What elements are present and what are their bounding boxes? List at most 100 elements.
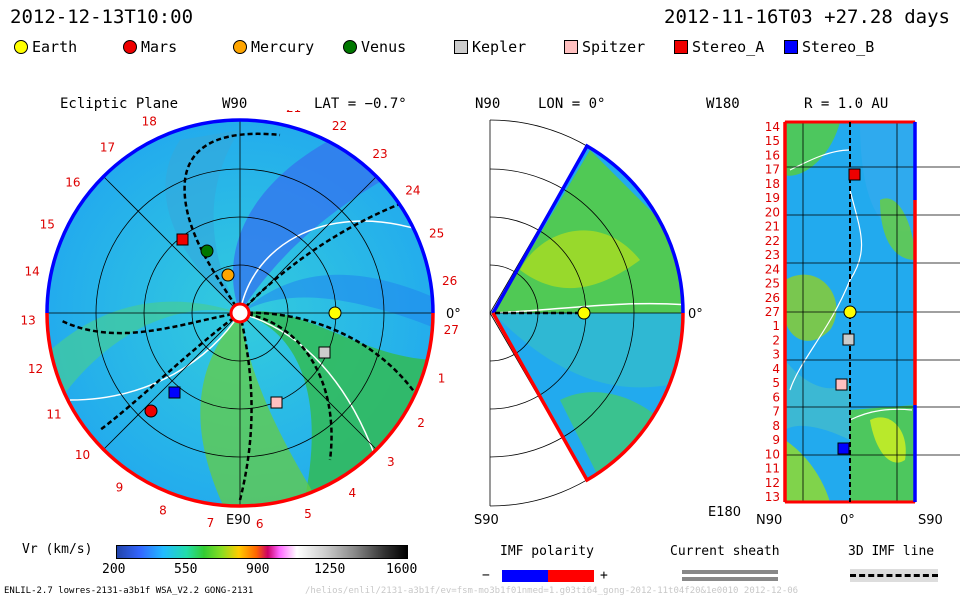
map-bottom-label: E180 <box>708 505 741 520</box>
map-y-label: 24 <box>765 262 780 276</box>
imf-line-title: 3D IMF line <box>848 544 935 559</box>
meridional-top-label: N90 <box>475 96 501 112</box>
map-x-label-n90: N90 <box>756 513 782 528</box>
map-y-label: 7 <box>772 405 780 419</box>
colorbar-tick-550: 550 <box>174 562 198 577</box>
kepler-marker <box>318 346 331 359</box>
map-y-label: 3 <box>772 348 780 362</box>
right-timestamp: 2012-11-16T03 +27.28 days <box>664 6 950 28</box>
meridional-bottom-label: S90 <box>474 513 499 528</box>
kepler-marker-icon <box>454 40 468 54</box>
carrington-tick: 1 <box>438 372 446 386</box>
map-y-label: 9 <box>772 433 780 447</box>
carrington-tick: 16 <box>65 176 80 190</box>
stereo-b-marker <box>168 386 181 399</box>
map-spitzer-marker <box>835 378 848 391</box>
mars-marker <box>144 404 158 418</box>
carrington-tick: 15 <box>40 218 55 232</box>
carrington-tick: 25 <box>429 227 444 241</box>
current-sheath-line-bottom <box>682 577 778 581</box>
map-y-label: 4 <box>772 362 780 376</box>
carrington-tick: 10 <box>75 448 90 462</box>
legend-stereo-a: Stereo_A <box>674 38 764 56</box>
colorbar-tick-900: 900 <box>246 562 270 577</box>
carrington-tick: 2 <box>417 416 425 430</box>
map-y-label: 18 <box>765 177 780 191</box>
imf-polarity-plus: + <box>600 568 608 583</box>
carrington-tick: 23 <box>372 147 387 161</box>
legend-mars: Mars <box>123 38 177 56</box>
ecliptic-carrington-ticks: 1920212223242526271234567891011121314151… <box>20 110 458 530</box>
map-y-label: 20 <box>765 205 780 219</box>
colorbar-tick-1250: 1250 <box>314 562 346 577</box>
map-top-label: W180 <box>706 96 740 112</box>
map-r-label: R = 1.0 AU <box>804 96 889 112</box>
colorbar-tick-1600: 1600 <box>386 562 418 577</box>
map-y-label: 22 <box>765 234 780 248</box>
meridional-earth-marker <box>577 306 591 320</box>
legend-earth: Earth <box>14 38 77 56</box>
mars-marker-icon <box>123 40 137 54</box>
imf-polarity-title: IMF polarity <box>500 544 594 559</box>
lat-lon-map-plot: 1415161718192021222324252627123456789101… <box>708 120 960 528</box>
colorbar-tick-200: 200 <box>102 562 126 577</box>
ecliptic-plane-plot: 1920212223242526271234567891011121314151… <box>20 110 460 530</box>
legend-stereo-b: Stereo_B <box>784 38 874 56</box>
carrington-tick: 22 <box>332 119 347 133</box>
stereo-a-marker <box>176 233 189 246</box>
ecliptic-rim-negative <box>45 118 435 314</box>
map-y-label: 5 <box>772 376 780 390</box>
carrington-tick: 3 <box>387 455 395 469</box>
map-y-label: 10 <box>765 447 780 461</box>
ecliptic-top-label: W90 <box>222 96 248 112</box>
map-y-label: 13 <box>765 490 780 504</box>
map-y-label: 14 <box>765 120 780 134</box>
map-y-label: 26 <box>765 291 780 305</box>
carrington-tick: 21 <box>286 110 301 115</box>
carrington-tick: 12 <box>28 362 43 376</box>
carrington-tick: 8 <box>159 504 167 518</box>
meridional-lon-label: LON = 0° <box>538 96 606 112</box>
map-y-labels: 1415161718192021222324252627123456789101… <box>765 120 780 504</box>
carrington-tick: 26 <box>442 274 457 288</box>
current-sheath-title: Current sheath <box>670 544 780 559</box>
left-timestamp: 2012-12-13T10:00 <box>10 6 194 28</box>
map-y-label: 25 <box>765 277 780 291</box>
map-y-label: 27 <box>765 305 780 319</box>
legend-venus: Venus <box>343 38 406 56</box>
map-y-label: 19 <box>765 191 780 205</box>
map-y-label: 8 <box>772 419 780 433</box>
map-stereo-a-marker <box>848 168 861 181</box>
footer-left: ENLIL-2.7 lowres-2131-a3b1f WSA_V2.2 GON… <box>4 586 254 596</box>
map-y-label: 17 <box>765 163 780 177</box>
carrington-tick: 5 <box>304 507 312 521</box>
map-kepler-marker <box>842 333 855 346</box>
earth-marker-icon <box>14 40 28 54</box>
carrington-tick: 4 <box>348 486 356 500</box>
map-stereo-b-marker <box>837 442 850 455</box>
imf-polarity-positive-swatch <box>548 570 594 582</box>
current-sheath-line-top <box>682 570 778 574</box>
map-y-label: 6 <box>772 390 780 404</box>
carrington-tick: 13 <box>20 313 35 327</box>
imf-polarity-minus: − <box>482 568 490 583</box>
map-y-label: 12 <box>765 476 780 490</box>
colorbar-title: Vr (km/s) <box>22 542 93 557</box>
stereo-b-marker-icon <box>784 40 798 54</box>
legend-kepler: Kepler <box>454 38 526 56</box>
carrington-tick: 17 <box>100 141 115 155</box>
map-x-label-s90: S90 <box>918 513 943 528</box>
carrington-tick: 24 <box>405 183 420 197</box>
footer-right: /helios/enlil/2131-a3b1f/ev=fsm-mo3b1f01… <box>305 586 799 596</box>
carrington-tick: 19 <box>188 110 203 113</box>
spitzer-marker <box>270 396 283 409</box>
map-earth-marker <box>843 305 857 319</box>
colorbar-gradient <box>116 545 408 559</box>
carrington-tick: 27 <box>444 323 459 337</box>
imf-polarity-negative-swatch <box>502 570 548 582</box>
map-y-label: 1 <box>772 319 780 333</box>
spitzer-marker-icon <box>564 40 578 54</box>
stereo-a-marker-icon <box>674 40 688 54</box>
map-y-label: 11 <box>765 462 780 476</box>
carrington-tick: 14 <box>24 264 39 278</box>
